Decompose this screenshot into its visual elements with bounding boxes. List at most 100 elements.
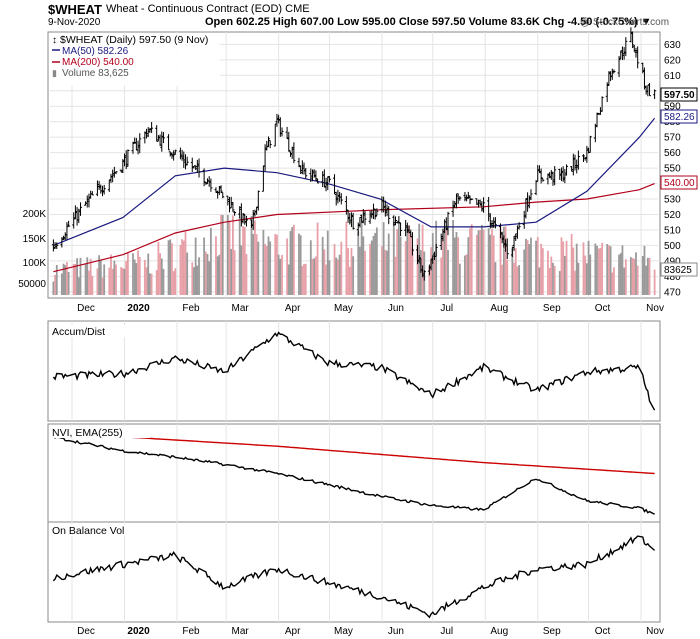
volume-bar xyxy=(431,233,434,295)
price-bar xyxy=(167,134,171,151)
price-bar xyxy=(107,179,111,192)
volume-bar xyxy=(630,257,632,295)
ad-panel-frame xyxy=(47,320,661,422)
volume-bar xyxy=(653,269,656,295)
price-bar xyxy=(549,170,553,180)
volume-bar xyxy=(84,264,87,295)
volume-bar xyxy=(633,258,636,295)
volume-bar xyxy=(99,260,102,295)
volume-bar xyxy=(357,231,360,295)
legend-volume: Volume 83,625 xyxy=(62,68,129,79)
volume-bar xyxy=(396,229,399,295)
price-bar xyxy=(588,135,592,153)
volume-bar xyxy=(145,267,148,295)
price-bar xyxy=(576,150,580,170)
volume-bar xyxy=(347,248,349,295)
volume-bar xyxy=(364,250,366,295)
volume-bar xyxy=(606,244,609,295)
x-tick-label-top: Nov xyxy=(646,303,664,314)
volume-bar xyxy=(281,254,283,295)
price-tick-label: 510 xyxy=(664,225,681,236)
volume-bar xyxy=(226,215,229,295)
volume-bar xyxy=(335,257,338,295)
badge-ma200: 540.00 xyxy=(660,175,698,190)
price-bar xyxy=(111,169,115,183)
price-bar xyxy=(75,207,79,226)
volume-bar xyxy=(340,241,343,295)
volume-bar xyxy=(276,234,278,295)
volume-bar xyxy=(375,227,378,295)
volume-bar xyxy=(594,243,597,295)
volume-bar xyxy=(67,272,70,295)
volume-bar xyxy=(563,255,566,295)
price-bar xyxy=(134,137,138,151)
price-bar xyxy=(517,222,521,230)
volume-bar xyxy=(182,240,185,295)
volume-bar xyxy=(98,255,101,295)
price-bar xyxy=(78,202,82,216)
volume-bar xyxy=(359,246,361,295)
volume-bar xyxy=(607,245,610,295)
volume-bar xyxy=(408,225,410,295)
price-bar xyxy=(173,149,177,155)
x-tick-label-bottom: Sep xyxy=(543,626,561,637)
volume-bar xyxy=(54,274,56,295)
volume-bar xyxy=(208,261,211,295)
price-bar xyxy=(268,140,272,149)
volume-bar xyxy=(160,258,163,295)
volume-bar xyxy=(230,248,233,295)
volume-bar xyxy=(52,281,55,295)
volume-bar xyxy=(411,247,414,295)
price-bar xyxy=(221,192,225,199)
volume-bar xyxy=(582,242,585,295)
badge-ma50-text: 582.26 xyxy=(664,112,695,123)
price-bar xyxy=(172,150,176,161)
volume-bar xyxy=(257,241,260,295)
price-bar xyxy=(482,197,486,213)
ohlc-summary: Open 602.25 High 607.00 Low 595.00 Close… xyxy=(205,16,652,28)
contract-description: Wheat - Continuous Contract (EOD) xyxy=(106,3,283,15)
volume-bar xyxy=(479,229,482,295)
x-tick-label-top: 2020 xyxy=(127,303,150,314)
price-bar xyxy=(593,123,597,143)
volume-bar xyxy=(494,262,497,295)
price-bar xyxy=(632,45,636,52)
price-bar xyxy=(217,185,221,195)
price-bar xyxy=(600,96,604,112)
price-bar xyxy=(316,178,320,184)
copyright-label: @ StockCharts.com xyxy=(580,17,670,28)
volume-bar xyxy=(397,223,400,295)
price-bar xyxy=(55,242,59,250)
volume-bar xyxy=(613,267,615,295)
price-bar xyxy=(261,165,265,192)
volume-bar xyxy=(442,235,444,295)
volume-bar xyxy=(194,237,197,295)
price-bar xyxy=(595,112,599,128)
volume-layer xyxy=(52,215,656,295)
volume-bar xyxy=(524,238,527,295)
volume-bar xyxy=(392,221,395,295)
volume-bar xyxy=(513,262,515,295)
price-bar xyxy=(77,208,81,224)
chart-date: 9-Nov-2020 xyxy=(48,17,101,28)
volume-bar xyxy=(501,264,504,295)
volume-bar xyxy=(328,260,331,295)
badge-close: 597.50 xyxy=(660,87,698,102)
nvi-line xyxy=(53,436,655,515)
volume-bar xyxy=(313,258,316,295)
volume-bar xyxy=(123,268,126,295)
volume-bar xyxy=(575,243,578,295)
volume-bar xyxy=(619,253,622,295)
volume-bar xyxy=(218,254,221,295)
volume-bar xyxy=(440,257,443,295)
price-tick-label: 630 xyxy=(664,40,681,51)
exchange-label: CME xyxy=(285,3,310,15)
volume-bar xyxy=(279,258,282,295)
volume-bar xyxy=(399,236,402,295)
volume-bar xyxy=(127,252,129,295)
volume-bar xyxy=(470,224,473,295)
price-bar xyxy=(300,160,304,175)
price-bar xyxy=(161,132,165,144)
